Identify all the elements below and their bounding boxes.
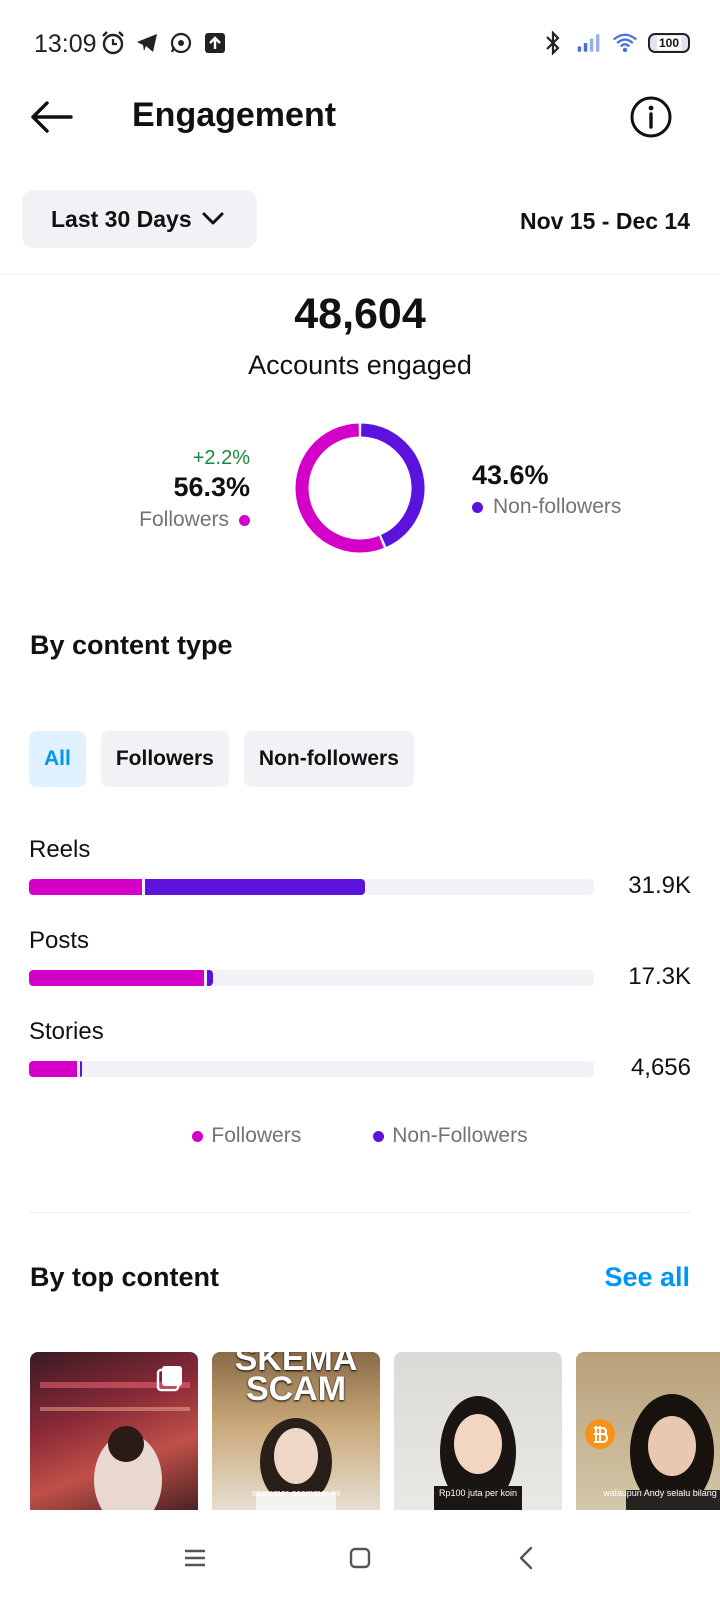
content-type-label: Posts bbox=[29, 927, 90, 954]
system-back-button[interactable] bbox=[506, 1538, 546, 1578]
thumbnail-caption: walaupun Andy selalu bilang bbox=[603, 1488, 717, 1498]
content-type-bar bbox=[29, 879, 594, 895]
followers-legend: Followers bbox=[139, 508, 250, 532]
content-type-label: Stories bbox=[29, 1018, 104, 1045]
followers-bar-segment bbox=[29, 879, 142, 895]
tab-followers[interactable]: Followers bbox=[100, 731, 229, 787]
followers-legend-label: Followers bbox=[139, 508, 229, 531]
top-content-thumbnail[interactable]: walaupun Andy selalu bilang bbox=[576, 1352, 720, 1510]
signal-icon bbox=[576, 30, 602, 56]
followers-bar-segment bbox=[29, 1061, 78, 1077]
nonfollowers-donut-segment bbox=[360, 423, 425, 547]
content-type-value: 17.3K bbox=[628, 963, 691, 990]
back-button[interactable] bbox=[26, 94, 76, 140]
status-notification-icons bbox=[100, 30, 228, 56]
content-type-row-stories: Stories 4,656 bbox=[29, 1018, 691, 1088]
nonfollowers-percentage: 43.6% bbox=[472, 460, 549, 490]
accounts-engaged-label: Accounts engaged bbox=[248, 350, 472, 380]
telegram-icon bbox=[134, 30, 160, 56]
accounts-engaged-total: 48,604 bbox=[294, 290, 426, 338]
nonfollowers-bar-segment bbox=[145, 879, 366, 895]
info-icon bbox=[630, 96, 672, 138]
nonfollowers-bar-segment bbox=[80, 1061, 83, 1077]
battery-icon: 100 bbox=[648, 33, 690, 53]
divider bbox=[29, 1212, 691, 1213]
content-type-bar bbox=[29, 970, 594, 986]
divider bbox=[0, 274, 720, 275]
legend-followers: Followers bbox=[192, 1124, 301, 1148]
tab-non-followers[interactable]: Non-followers bbox=[243, 731, 414, 787]
bitcoin-icon bbox=[585, 1419, 615, 1449]
tab-all[interactable]: All bbox=[29, 731, 86, 787]
followers-dot-icon bbox=[239, 514, 250, 526]
page-title: Engagement bbox=[132, 96, 337, 134]
menu-icon bbox=[185, 1549, 205, 1567]
date-range-dropdown-label: Last 30 Days bbox=[51, 205, 192, 232]
content-type-bar bbox=[29, 1061, 594, 1077]
engagement-donut-chart bbox=[290, 418, 430, 558]
battery-level: 100 bbox=[656, 36, 682, 50]
status-time: 13:09 bbox=[34, 30, 97, 58]
arrow-left-icon bbox=[31, 101, 73, 133]
wifi-icon bbox=[612, 30, 638, 56]
home-square-icon bbox=[349, 1547, 371, 1569]
content-type-legend: Followers Non-Followers bbox=[0, 1124, 720, 1148]
followers-donut-segment bbox=[295, 423, 384, 553]
date-range-dropdown[interactable]: Last 30 Days bbox=[22, 190, 257, 248]
whatsapp-icon bbox=[168, 30, 194, 56]
followers-change: +2.2% bbox=[192, 447, 250, 469]
status-bar: 13:09 100 bbox=[0, 0, 720, 88]
content-type-value: 4,656 bbox=[630, 1054, 691, 1081]
home-button[interactable] bbox=[340, 1538, 380, 1578]
system-navigation-bar bbox=[0, 1510, 720, 1600]
by-content-type-title: By content type bbox=[30, 630, 233, 660]
back-chevron-icon bbox=[519, 1546, 533, 1570]
carousel-icon bbox=[156, 1366, 182, 1392]
chevron-down-icon bbox=[202, 212, 224, 225]
nonfollowers-legend-label: Non-followers bbox=[493, 495, 622, 518]
date-range-text: Nov 15 - Dec 14 bbox=[519, 208, 690, 234]
nonfollowers-bar-segment bbox=[207, 970, 213, 986]
thumbnail-caption: Rp100 juta per koin bbox=[438, 1488, 518, 1498]
legend-nonfollowers: Non-Followers bbox=[373, 1124, 528, 1148]
nonfollowers-legend: Non-followers bbox=[472, 495, 621, 519]
content-type-filter-tabs: All Followers Non-followers bbox=[29, 731, 414, 787]
thumbnail-caption: scammer-scammer ini bbox=[251, 1488, 341, 1498]
status-system-icons: 100 bbox=[540, 30, 690, 56]
nonfollowers-dot-icon bbox=[373, 1130, 385, 1142]
app-header: Engagement bbox=[0, 88, 720, 148]
info-button[interactable] bbox=[628, 94, 674, 140]
bluetooth-icon bbox=[540, 30, 566, 56]
alarm-icon bbox=[100, 30, 126, 56]
by-top-content-title: By top content bbox=[30, 1262, 219, 1292]
content-type-row-posts: Posts 17.3K bbox=[29, 927, 691, 997]
legend-followers-label: Followers bbox=[211, 1124, 302, 1147]
content-type-label: Reels bbox=[29, 836, 91, 863]
recent-apps-button[interactable] bbox=[175, 1538, 215, 1578]
top-content-thumbnail[interactable]: SKEMA SCAM scammer-scammer ini bbox=[212, 1352, 380, 1510]
followers-bar-segment bbox=[29, 970, 205, 986]
thumbnail-headline: SKEMA SCAM bbox=[234, 1352, 358, 1408]
legend-nonfollowers-label: Non-Followers bbox=[392, 1124, 528, 1147]
followers-percentage: 56.3% bbox=[173, 472, 250, 502]
upload-icon bbox=[202, 30, 228, 56]
top-content-thumbnail[interactable] bbox=[30, 1352, 198, 1510]
content-type-row-reels: Reels 31.9K bbox=[29, 836, 691, 906]
see-all-link[interactable]: See all bbox=[604, 1262, 690, 1292]
followers-dot-icon bbox=[192, 1130, 204, 1142]
content-type-value: 31.9K bbox=[628, 872, 691, 899]
nonfollowers-dot-icon bbox=[472, 501, 483, 513]
top-content-carousel: SKEMA SCAM scammer-scammer ini Rp100 jut… bbox=[30, 1352, 720, 1510]
top-content-thumbnail[interactable]: Rp100 juta per koin bbox=[394, 1352, 562, 1510]
